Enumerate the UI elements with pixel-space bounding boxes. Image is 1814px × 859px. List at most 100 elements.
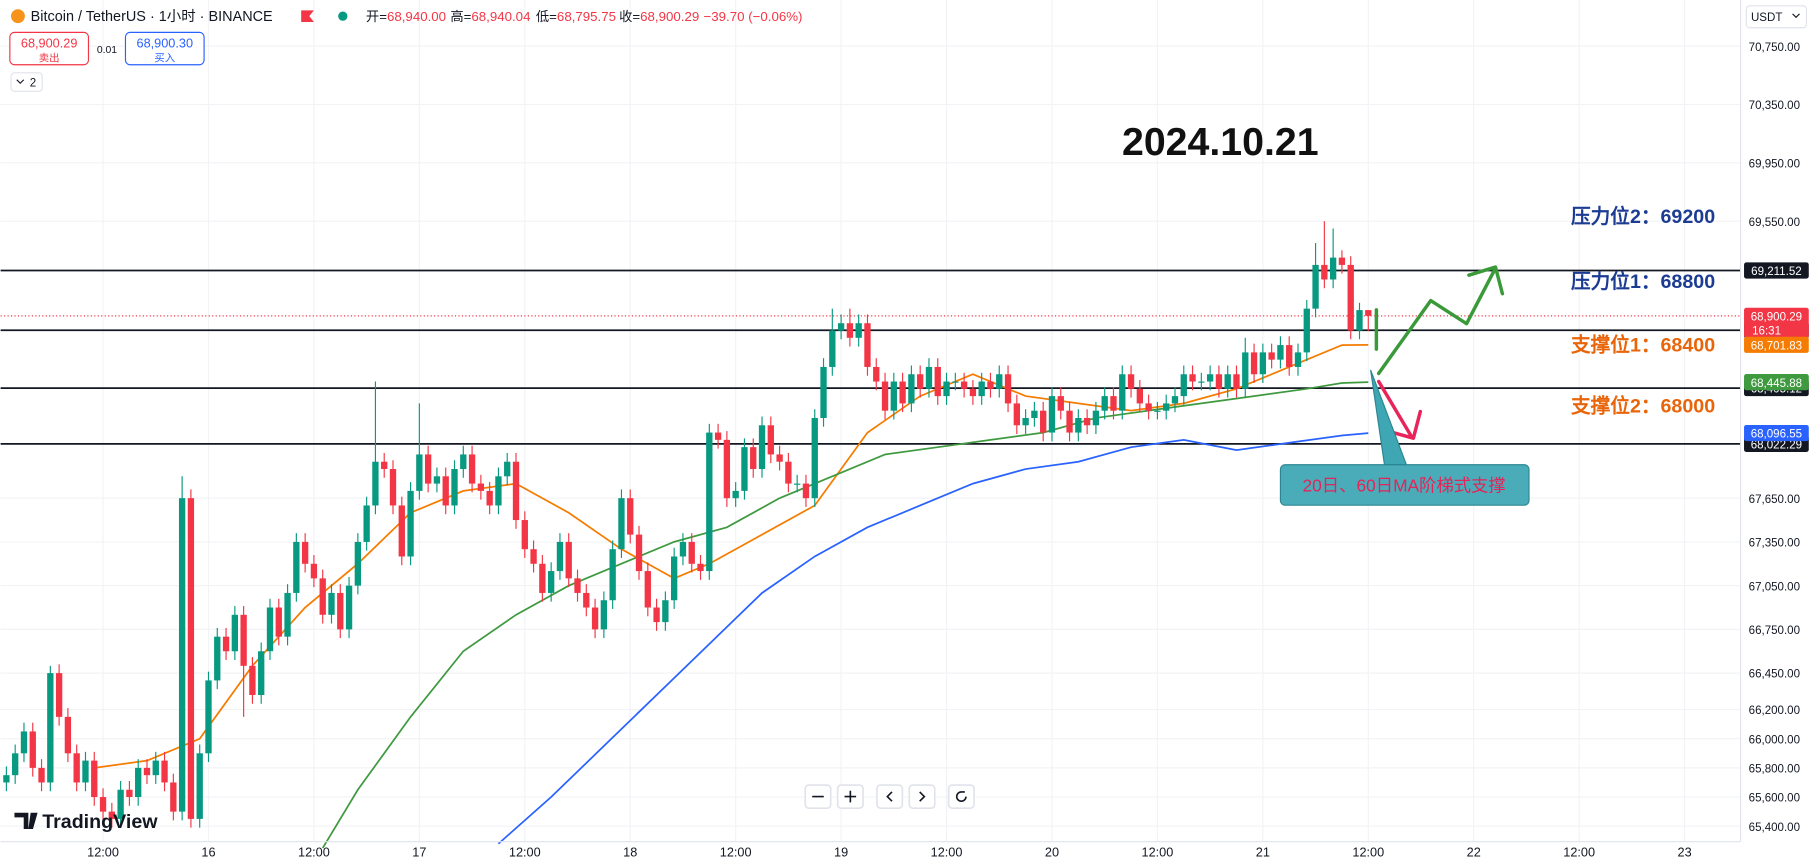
candle-body — [837, 323, 845, 331]
flag[interactable] — [301, 10, 314, 22]
candle-body — [1277, 345, 1284, 360]
annotation: 支撑位2：68000 — [1570, 395, 1715, 418]
candle-body — [73, 753, 80, 783]
down-arrow — [1376, 379, 1413, 438]
up-arrow-head — [1467, 265, 1505, 296]
candle-body — [1294, 352, 1302, 367]
candle-body — [1242, 352, 1249, 389]
y-tick-label: 67,350.00 — [1749, 538, 1800, 550]
y-tick-label: 66,750.00 — [1749, 625, 1800, 637]
y-tick-label: 66,200.00 — [1749, 705, 1800, 717]
x-tick-label: 12:00 — [1352, 845, 1384, 859]
candle-body — [258, 651, 265, 695]
candle-body — [829, 330, 836, 367]
x-tick-label: 12:00 — [1142, 845, 1174, 859]
level-label-box — [1744, 262, 1809, 279]
candle-body — [345, 585, 353, 630]
currency: USDT — [1751, 12, 1782, 24]
quote: 低=68,795.75 — [536, 9, 616, 24]
candle-body — [178, 498, 186, 812]
annotation: 支撑位1：68400 — [1570, 333, 1715, 356]
candle-body — [222, 636, 230, 652]
quote-value: 68,940.04 — [471, 9, 530, 24]
candle-body — [1338, 257, 1346, 265]
candle-body — [284, 592, 291, 637]
candle-body — [249, 665, 256, 695]
candle-body — [802, 483, 810, 499]
y-tick-label: 69,950.00 — [1749, 158, 1800, 170]
x-tick-label: 16 — [201, 845, 215, 859]
x-tick-label: 22 — [1467, 845, 1481, 859]
candle-body — [135, 767, 142, 798]
ma-label-box — [1744, 374, 1809, 391]
logo: TradingView — [14, 811, 158, 833]
layout-toggle[interactable] — [10, 72, 43, 92]
candle-body — [468, 454, 476, 484]
candle-body — [266, 607, 274, 652]
icon — [886, 791, 893, 802]
candle-body — [1206, 374, 1214, 382]
annotation: 压力位1：68800 — [1571, 270, 1715, 293]
candle-body — [424, 454, 432, 484]
candle-body — [978, 381, 985, 397]
candle-body — [609, 549, 616, 601]
candle-body — [662, 600, 669, 623]
currency-button[interactable] — [1745, 5, 1808, 29]
x-tick-label: 12:00 — [1563, 845, 1595, 859]
candle-body — [1066, 410, 1073, 433]
candle-body — [723, 439, 731, 499]
candle-body — [196, 753, 203, 819]
candle-body — [1136, 388, 1144, 404]
candle-body — [231, 614, 239, 652]
candle-body — [275, 607, 282, 637]
y-tick-label: 65,600.00 — [1749, 793, 1800, 805]
candle-body — [697, 563, 704, 572]
y-tick-label: 67,050.00 — [1749, 581, 1800, 593]
countdown: 16:31 — [1752, 325, 1781, 337]
candle-body — [574, 578, 581, 593]
candle-body — [1048, 396, 1056, 433]
candle-body — [794, 483, 801, 485]
candle-body — [161, 760, 168, 783]
spread: 0.01 — [97, 45, 117, 56]
y-tick-label: 65,400.00 — [1749, 822, 1800, 834]
sell-button[interactable] — [9, 31, 90, 66]
candle-body — [1312, 264, 1319, 309]
quote: 开=68,940.00 — [366, 9, 446, 24]
scroll-left[interactable] — [876, 784, 904, 809]
candle-body — [565, 541, 572, 579]
candle-body — [1365, 310, 1372, 316]
candle-body — [1057, 396, 1064, 411]
candle-body — [381, 461, 388, 470]
candle-body — [600, 600, 608, 630]
buy-button[interactable] — [124, 31, 205, 66]
candle-body — [301, 541, 309, 564]
y-tick-label: 66,450.00 — [1749, 669, 1800, 681]
x-tick-label: 18 — [623, 845, 637, 859]
logo-text: TradingView — [42, 811, 158, 833]
candle-body — [205, 680, 212, 754]
candle-body — [1189, 374, 1196, 382]
candle-body — [495, 476, 502, 506]
logo-mark — [14, 812, 38, 829]
x-tick-label: 21 — [1256, 845, 1270, 859]
candle-body — [547, 571, 555, 593]
icon — [919, 791, 926, 802]
candle-body — [767, 425, 774, 455]
level-label: 69,211.52 — [1751, 266, 1802, 278]
candle-body — [1303, 308, 1310, 353]
candle-body — [1119, 374, 1126, 411]
candle-body — [407, 490, 414, 557]
candle-body — [1356, 310, 1363, 331]
reset[interactable] — [947, 784, 975, 809]
candle-body — [855, 323, 862, 338]
scroll-right[interactable] — [908, 784, 936, 809]
candle-body — [934, 366, 941, 397]
candle-body — [1004, 374, 1012, 404]
candle-body — [55, 673, 63, 717]
candle-body — [1215, 374, 1223, 389]
quote: 收=68,900.29 — [619, 9, 699, 24]
candle-body — [451, 469, 458, 506]
y-tick-label: 70,350.00 — [1749, 100, 1800, 112]
